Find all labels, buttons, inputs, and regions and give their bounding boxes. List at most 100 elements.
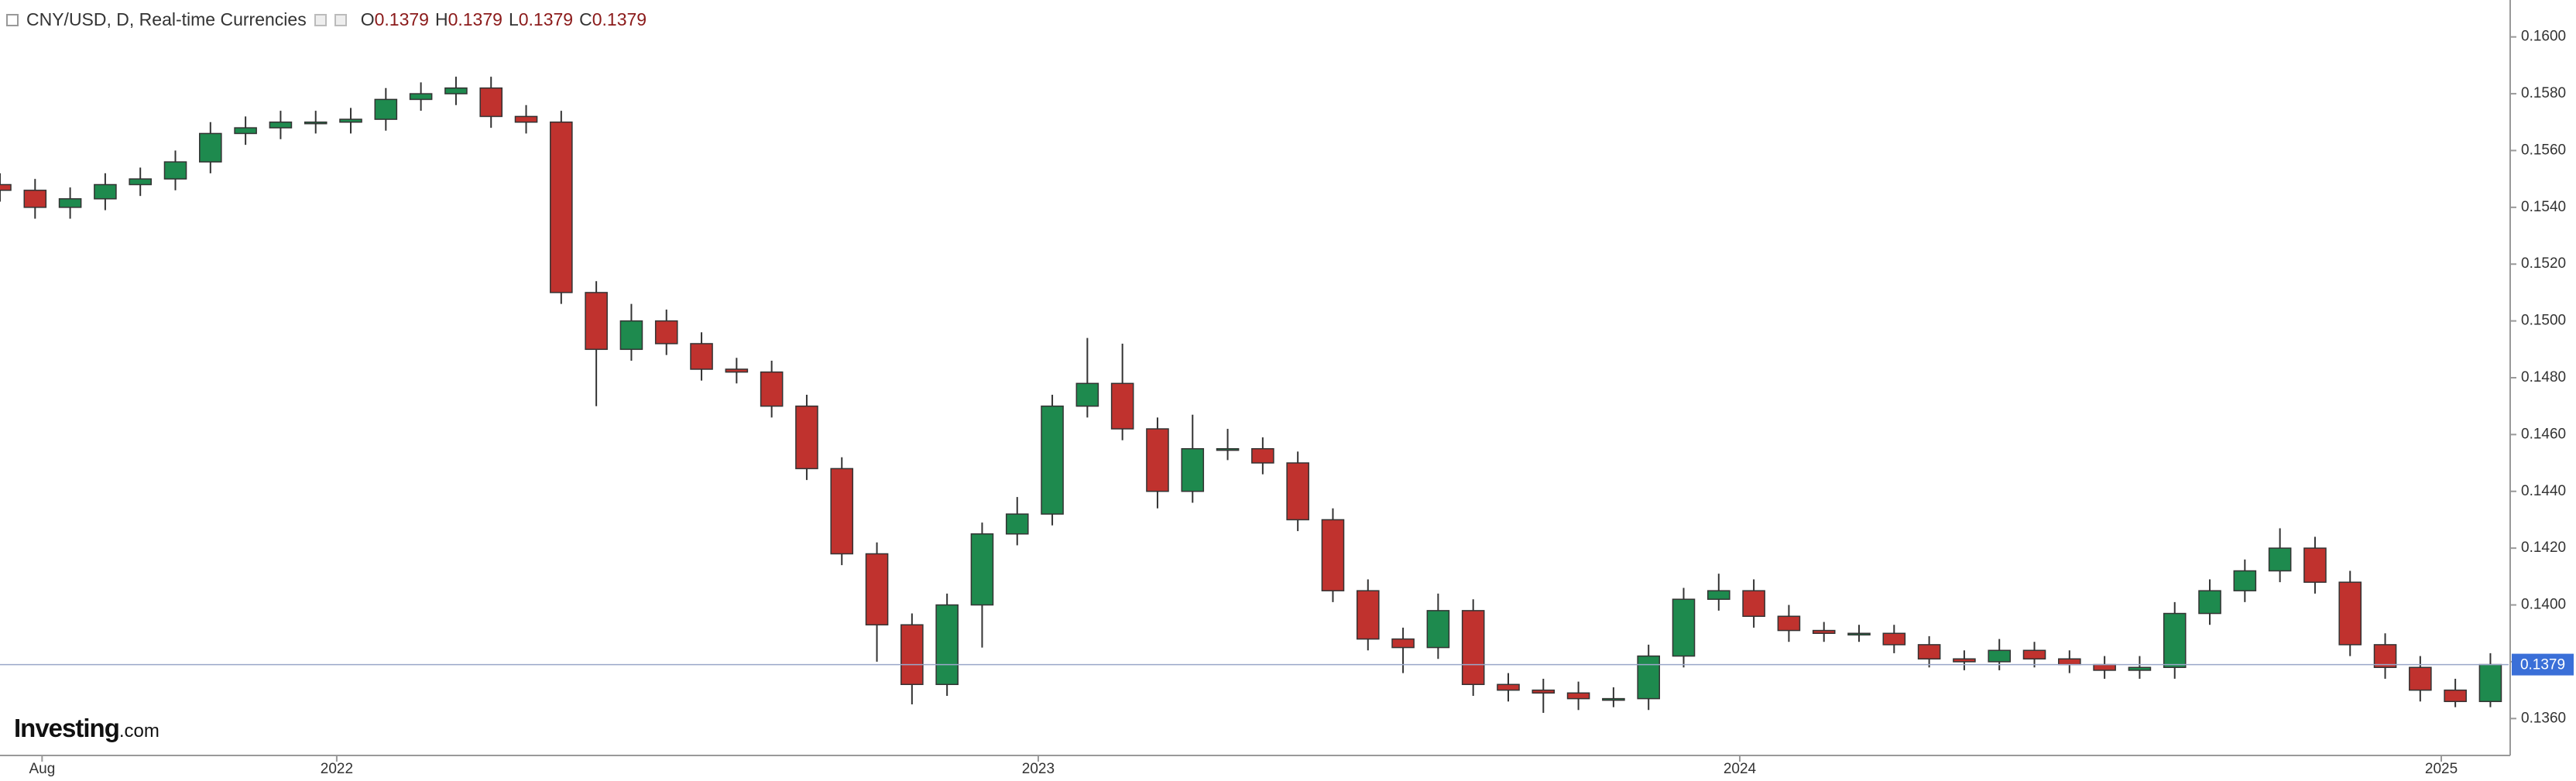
ohlc: O0.1379 H0.1379 L0.1379 C0.1379 <box>355 9 647 30</box>
candle-body <box>339 118 362 123</box>
candle-body <box>1847 632 1871 635</box>
candle <box>1602 687 1625 707</box>
candle-body <box>550 122 573 293</box>
watermark: Investing.com <box>14 714 159 743</box>
y-tick-label: 0.1520 <box>2521 255 2566 272</box>
candle <box>2409 656 2432 702</box>
candle <box>2268 528 2292 583</box>
candle <box>339 108 362 134</box>
candle-body <box>1742 590 1765 617</box>
y-tick-label: 0.1600 <box>2521 29 2566 45</box>
candle <box>1882 625 1906 653</box>
candle-body <box>304 122 328 125</box>
candle-body <box>1988 649 2012 663</box>
x-tick-label: 2023 <box>1022 761 1055 777</box>
candle <box>1286 451 1309 532</box>
candle-body <box>1041 405 1064 515</box>
candle <box>1953 650 1976 670</box>
candle <box>2163 601 2187 679</box>
candle <box>900 613 924 704</box>
settings-icon[interactable] <box>314 13 327 26</box>
candle-body <box>1637 655 1660 700</box>
candle-body <box>199 132 222 163</box>
candle-body <box>2373 644 2397 669</box>
collapse-icon[interactable] <box>6 13 19 26</box>
candle <box>2444 678 2467 707</box>
candle-body <box>234 127 257 135</box>
candle-body <box>1251 447 1274 464</box>
brand: Investing <box>14 714 120 742</box>
candle-body <box>1110 382 1134 430</box>
candle-body <box>654 320 678 344</box>
candle-body <box>2338 581 2362 646</box>
candle <box>163 150 187 190</box>
candle <box>550 111 573 304</box>
candle-body <box>2128 666 2152 671</box>
candle-body <box>830 468 854 555</box>
candle <box>830 457 854 566</box>
candle <box>2022 642 2046 668</box>
last-price-label: 0.1379 <box>2520 657 2565 673</box>
candle-body <box>269 122 293 128</box>
candle-body <box>514 115 538 123</box>
candle-body <box>2303 547 2327 583</box>
candle <box>1742 579 1765 628</box>
candle <box>1847 625 1871 642</box>
candle <box>1146 417 1169 509</box>
candle-body <box>479 87 503 118</box>
candle-body <box>935 604 959 686</box>
candle <box>1988 639 2012 670</box>
y-tick-label: 0.1400 <box>2521 597 2566 613</box>
ohlc-value: 0.1379 <box>592 9 647 29</box>
candle <box>1216 429 1240 461</box>
candle-body <box>2198 590 2221 615</box>
candle <box>795 395 818 481</box>
candle-body <box>1882 632 1906 646</box>
candle <box>2478 653 2502 707</box>
candle-body <box>1216 447 1240 451</box>
candle <box>58 187 82 219</box>
candle <box>2303 536 2327 594</box>
candle <box>1251 437 1274 474</box>
ohlc-key: C <box>579 9 592 29</box>
candle-body <box>94 183 117 200</box>
y-tick-label: 0.1500 <box>2521 313 2566 329</box>
candle-body <box>163 161 187 180</box>
candle-body <box>1075 382 1099 407</box>
candle <box>2198 579 2221 625</box>
candle <box>1005 497 1029 546</box>
candle <box>1391 627 1415 673</box>
candle <box>1532 678 1556 713</box>
ohlc-key: O <box>360 9 375 29</box>
candle <box>129 167 153 197</box>
candle-body <box>1672 598 1696 657</box>
candle-body <box>2233 570 2257 591</box>
y-tick-label: 0.1480 <box>2521 369 2566 385</box>
candle-body <box>1777 615 1801 632</box>
candle <box>2373 633 2397 679</box>
candle-body <box>2268 547 2292 572</box>
x-tick-label: 2022 <box>321 761 353 777</box>
candle-body <box>1953 658 1976 663</box>
candle <box>1812 622 1836 642</box>
candle-body <box>374 98 398 120</box>
candle <box>1461 599 1485 696</box>
candle-body <box>58 198 82 208</box>
candle-body <box>1356 590 1380 640</box>
candle <box>1356 579 1380 651</box>
candle <box>585 281 608 406</box>
candle-body <box>2093 663 2116 671</box>
candle-body <box>2163 612 2187 669</box>
candle <box>970 522 994 648</box>
candle <box>0 173 12 202</box>
candle <box>865 542 889 662</box>
candle-body <box>1532 689 1556 694</box>
candle-body <box>619 320 643 351</box>
symbol-title[interactable]: CNY/USD, D, Real-time Currencies <box>26 9 307 29</box>
candle-body <box>1566 692 1590 700</box>
candle <box>479 77 503 128</box>
close-icon[interactable] <box>334 13 347 26</box>
candle-body <box>129 178 153 186</box>
